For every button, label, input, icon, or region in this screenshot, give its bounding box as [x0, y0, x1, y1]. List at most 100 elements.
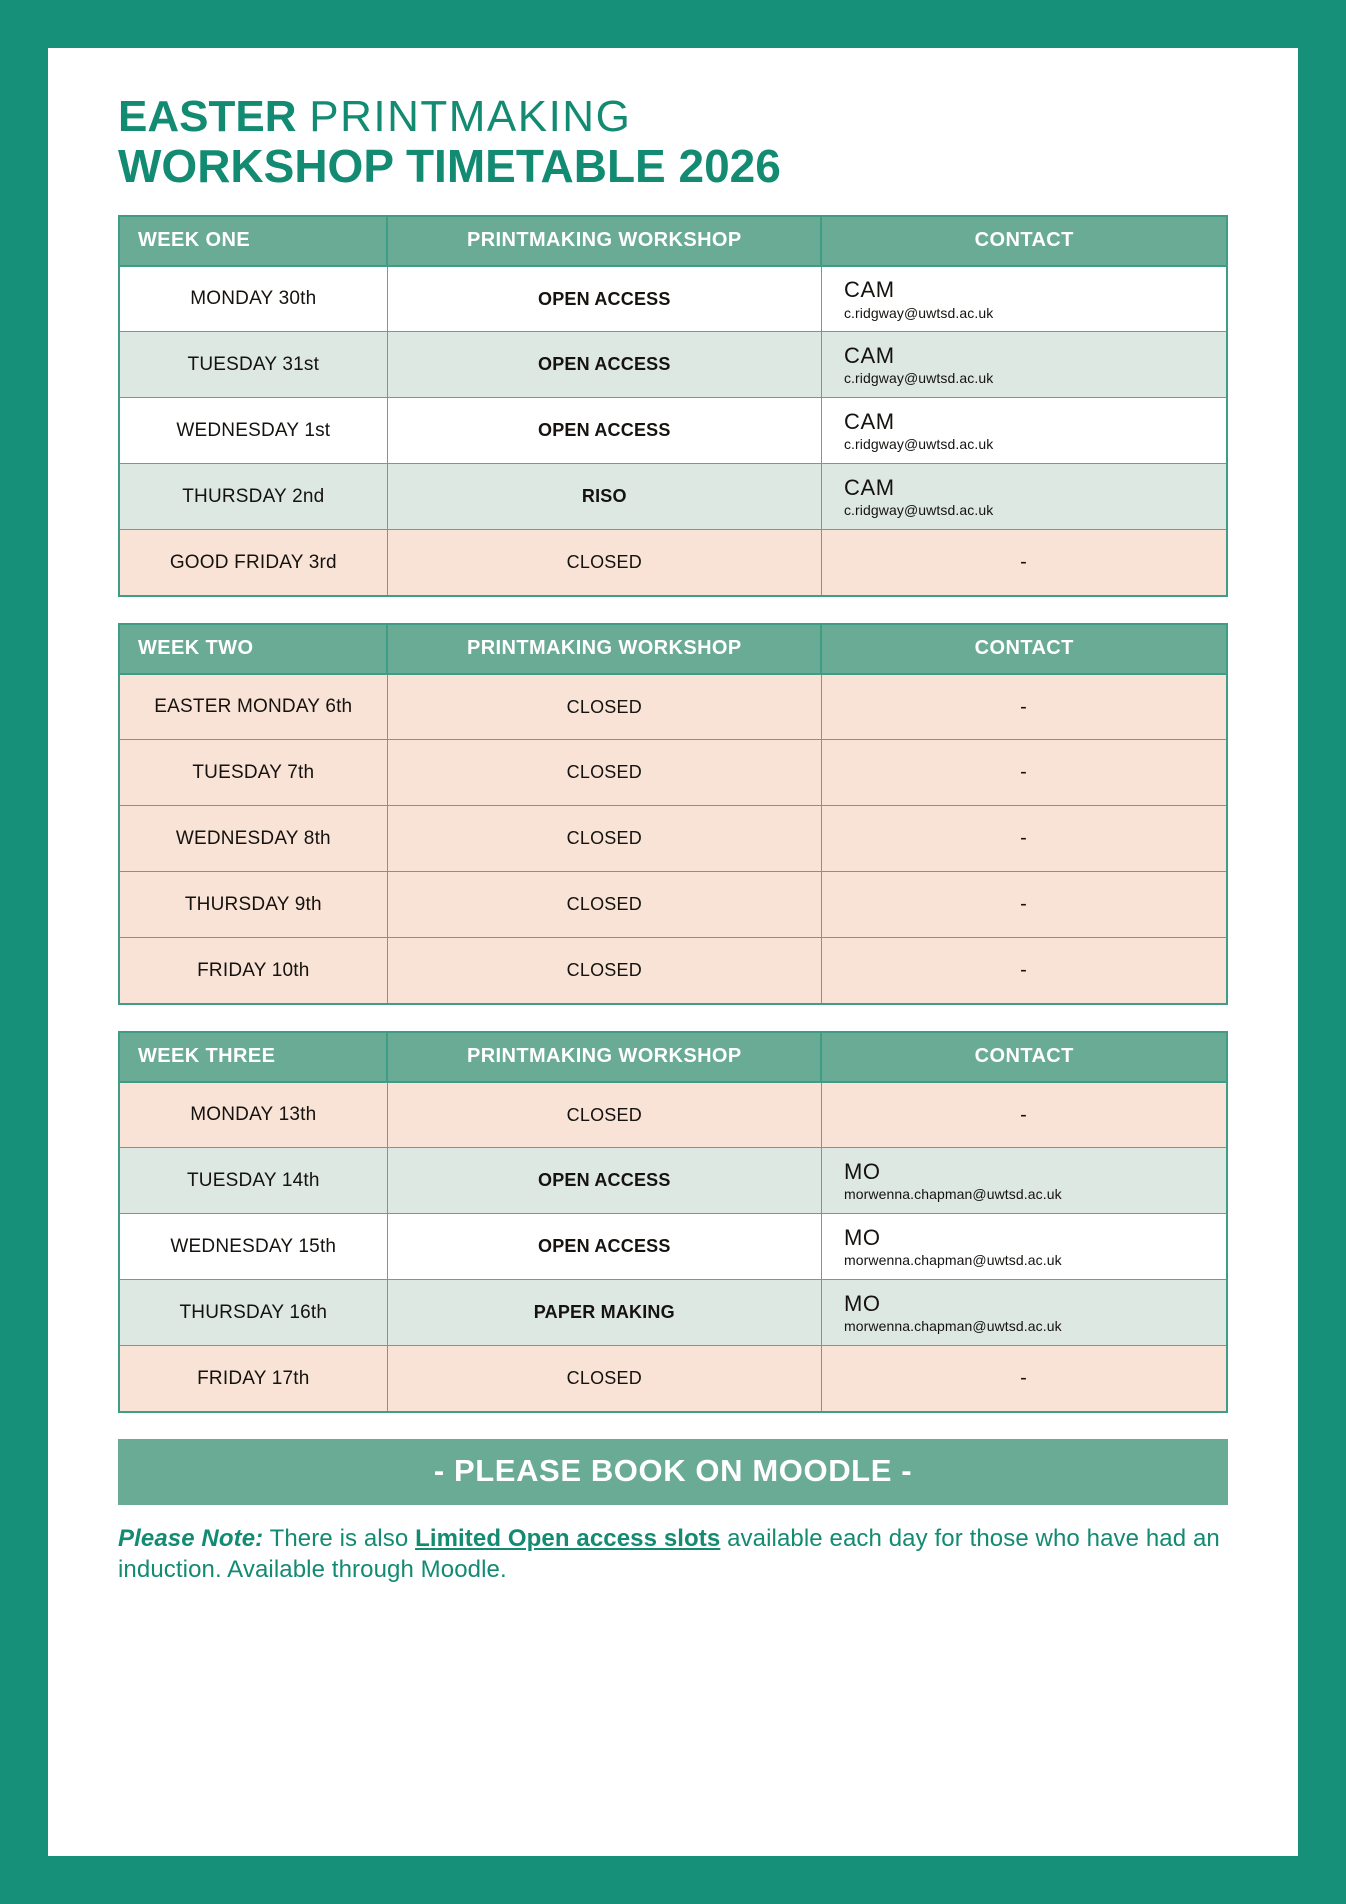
day-cell: TUESDAY 7th	[119, 739, 388, 807]
contact-cell-empty: -	[821, 805, 1227, 873]
contact-cell-empty: -	[821, 1345, 1227, 1412]
day-cell: THURSDAY 16th	[119, 1279, 388, 1347]
workshop-column-header: PRINTMAKING WORKSHOP	[387, 623, 823, 675]
title-printmaking: PRINTMAKING	[309, 92, 632, 141]
workshop-cell: CLOSED	[387, 673, 822, 741]
contact-initials: CAM	[843, 475, 895, 501]
contact-column-header: CONTACT	[821, 623, 1227, 675]
contact-email[interactable]: morwenna.chapman@uwtsd.ac.uk	[843, 1252, 1062, 1269]
table-row: MONDAY 13th CLOSED -	[119, 1081, 1227, 1149]
week-label-header: WEEK ONE	[119, 215, 389, 267]
please-note-text: Please Note: There is also Limited Open …	[118, 1523, 1228, 1586]
workshop-cell: OPEN ACCESS	[387, 331, 822, 399]
contact-initials: CAM	[843, 409, 895, 435]
workshop-cell: RISO	[387, 463, 822, 531]
poster-page: EASTER PRINTMAKING WORKSHOP TIMETABLE 20…	[48, 48, 1298, 1856]
workshop-column-header: PRINTMAKING WORKSHOP	[387, 215, 823, 267]
workshop-cell: CLOSED	[387, 805, 822, 873]
week-label-header: WEEK TWO	[119, 623, 389, 675]
table-row: EASTER MONDAY 6th CLOSED -	[119, 673, 1227, 741]
table-header-row: WEEK ONE PRINTMAKING WORKSHOP CONTACT	[119, 215, 1227, 267]
table-row: TUESDAY 31st OPEN ACCESS CAM c.ridgway@uwts…	[119, 331, 1227, 399]
workshop-cell: OPEN ACCESS	[387, 1213, 822, 1281]
contact-initials: MO	[843, 1159, 881, 1185]
contact-cell: CAM c.ridgway@uwtsd.ac.uk	[821, 463, 1227, 531]
contact-cell: CAM c.ridgway@uwtsd.ac.uk	[821, 331, 1227, 399]
contact-cell-empty: -	[821, 937, 1227, 1004]
day-cell: FRIDAY 17th	[119, 1345, 388, 1412]
contact-email[interactable]: c.ridgway@uwtsd.ac.uk	[843, 502, 994, 519]
table-row: GOOD FRIDAY 3rd CLOSED -	[119, 529, 1227, 596]
day-cell: WEDNESDAY 15th	[119, 1213, 388, 1281]
workshop-cell: OPEN ACCESS	[387, 397, 822, 465]
day-cell: TUESDAY 14th	[119, 1147, 388, 1215]
workshop-cell: CLOSED	[387, 529, 822, 596]
contact-column-header: CONTACT	[821, 1031, 1227, 1083]
table-row: WEDNESDAY 8th CLOSED -	[119, 805, 1227, 873]
contact-cell-empty: -	[821, 1081, 1227, 1149]
please-note-label: Please Note:	[118, 1524, 264, 1552]
contact-column-header: CONTACT	[821, 215, 1227, 267]
table-row: THURSDAY 16th PAPER MAKING MO morwenna.chap…	[119, 1279, 1227, 1347]
contact-cell: MO morwenna.chapman@uwtsd.ac.uk	[821, 1147, 1227, 1215]
day-cell: THURSDAY 9th	[119, 871, 388, 939]
contact-email[interactable]: c.ridgway@uwtsd.ac.uk	[843, 370, 994, 387]
table-row: WEDNESDAY 1st OPEN ACCESS CAM c.ridgway@uwt…	[119, 397, 1227, 465]
book-on-moodle-banner[interactable]: - PLEASE BOOK ON MOODLE -	[118, 1438, 1228, 1505]
workshop-cell: CLOSED	[387, 1081, 822, 1149]
table-header-row: WEEK THREE PRINTMAKING WORKSHOP CONTACT	[119, 1031, 1227, 1083]
day-cell: TUESDAY 31st	[119, 331, 388, 399]
workshop-cell: CLOSED	[387, 871, 822, 939]
note-part-2: available each day for those who have ha…	[118, 1524, 1220, 1584]
table-row: WEDNESDAY 15th OPEN ACCESS MO morwenna.chap…	[119, 1213, 1227, 1281]
week-table: WEEK ONE PRINTMAKING WORKSHOP CONTACT MONDA…	[118, 214, 1228, 597]
workshop-column-header: PRINTMAKING WORKSHOP	[387, 1031, 823, 1083]
title-line-2: WORKSHOP TIMETABLE 2026	[118, 140, 781, 193]
contact-cell-empty: -	[821, 739, 1227, 807]
table-row: TUESDAY 14th OPEN ACCESS MO morwenna.chapma…	[119, 1147, 1227, 1215]
page-title: EASTER PRINTMAKING WORKSHOP TIMETABLE 20…	[118, 92, 1228, 193]
contact-email[interactable]: c.ridgway@uwtsd.ac.uk	[843, 304, 994, 321]
contact-cell: CAM c.ridgway@uwtsd.ac.uk	[821, 397, 1227, 465]
workshop-cell: OPEN ACCESS	[387, 265, 822, 333]
day-cell: WEDNESDAY 1st	[119, 397, 388, 465]
table-row: FRIDAY 17th CLOSED -	[119, 1345, 1227, 1412]
contact-initials: CAM	[843, 277, 895, 303]
note-part-1: There is also	[263, 1524, 416, 1552]
limited-open-access-slots-link[interactable]: Limited Open access slots	[415, 1524, 721, 1552]
table-header-row: WEEK TWO PRINTMAKING WORKSHOP CONTACT	[119, 623, 1227, 675]
workshop-cell: PAPER MAKING	[387, 1279, 822, 1347]
contact-initials: MO	[843, 1291, 881, 1317]
table-row: THURSDAY 9th CLOSED -	[119, 871, 1227, 939]
timetable-tables: WEEK ONE PRINTMAKING WORKSHOP CONTACT MONDA…	[118, 214, 1228, 1413]
day-cell: EASTER MONDAY 6th	[119, 673, 388, 741]
week-label-header: WEEK THREE	[119, 1031, 389, 1083]
day-cell: WEDNESDAY 8th	[119, 805, 388, 873]
title-line-1: EASTER PRINTMAKING	[118, 92, 1228, 141]
poster-content: EASTER PRINTMAKING WORKSHOP TIMETABLE 20…	[48, 48, 1298, 1586]
day-cell: MONDAY 30th	[119, 265, 388, 333]
workshop-cell: OPEN ACCESS	[387, 1147, 822, 1215]
day-cell: GOOD FRIDAY 3rd	[119, 529, 388, 596]
table-row: TUESDAY 7th CLOSED -	[119, 739, 1227, 807]
contact-cell-empty: -	[821, 673, 1227, 741]
day-cell: THURSDAY 2nd	[119, 463, 388, 531]
contact-email[interactable]: c.ridgway@uwtsd.ac.uk	[843, 436, 994, 453]
table-row: FRIDAY 10th CLOSED -	[119, 937, 1227, 1004]
contact-cell-empty: -	[821, 529, 1227, 596]
contact-email[interactable]: morwenna.chapman@uwtsd.ac.uk	[843, 1318, 1062, 1335]
table-row: MONDAY 30th OPEN ACCESS CAM c.ridgway@uwtsd…	[119, 265, 1227, 333]
title-easter: EASTER	[118, 92, 297, 141]
contact-initials: CAM	[843, 343, 895, 369]
workshop-cell: CLOSED	[387, 739, 822, 807]
workshop-cell: CLOSED	[387, 1345, 822, 1412]
contact-cell-empty: -	[821, 871, 1227, 939]
contact-cell: MO morwenna.chapman@uwtsd.ac.uk	[821, 1279, 1227, 1347]
week-table: WEEK THREE PRINTMAKING WORKSHOP CONTACT MON…	[118, 1030, 1228, 1413]
week-table: WEEK TWO PRINTMAKING WORKSHOP CONTACT EASTE…	[118, 622, 1228, 1005]
contact-email[interactable]: morwenna.chapman@uwtsd.ac.uk	[843, 1186, 1062, 1203]
workshop-cell: CLOSED	[387, 937, 822, 1004]
contact-initials: MO	[843, 1225, 881, 1251]
day-cell: MONDAY 13th	[119, 1081, 388, 1149]
day-cell: FRIDAY 10th	[119, 937, 388, 1004]
